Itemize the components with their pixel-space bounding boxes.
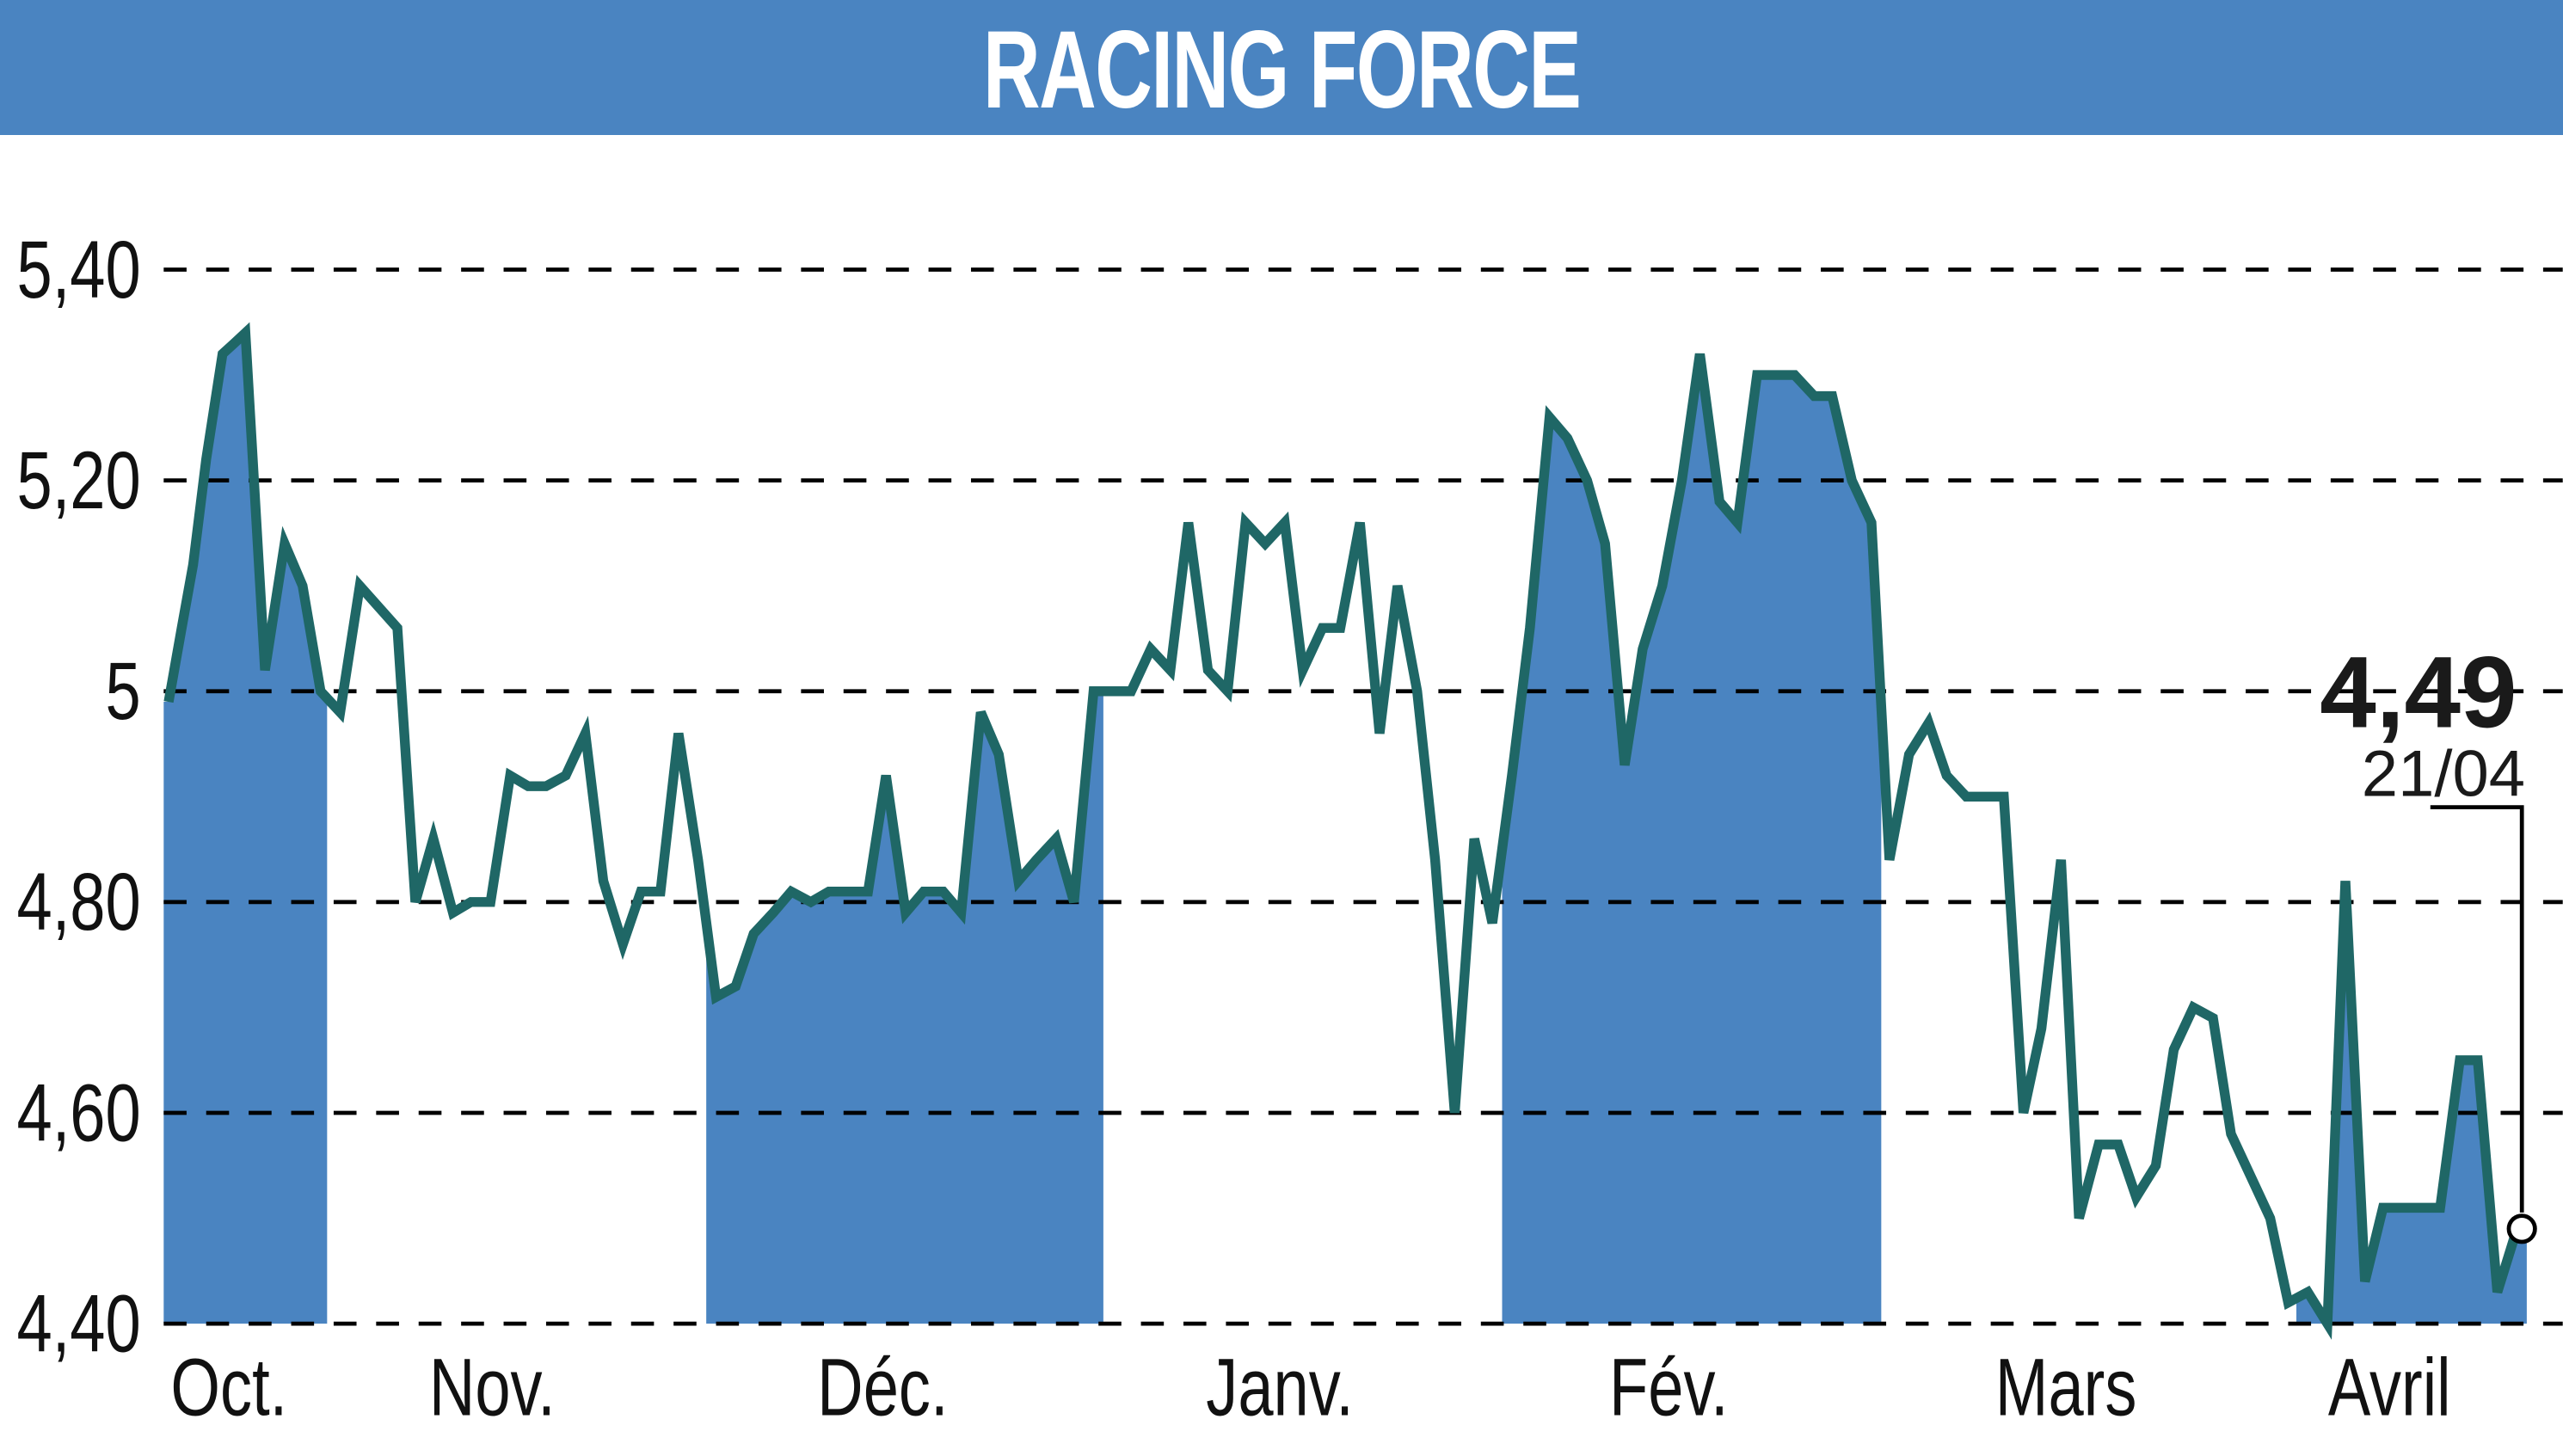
annotation-leader-line xyxy=(2430,805,2524,1213)
x-tick-label: Mars xyxy=(1995,1342,2137,1434)
shaded-band xyxy=(163,333,328,1324)
x-tick-label: Oct. xyxy=(170,1342,287,1434)
y-tick-label: 5,20 xyxy=(17,435,141,526)
last-value-annotation: 4,49 21/04 xyxy=(2320,636,2537,1244)
chart-title: RACING FORCE xyxy=(982,8,1582,132)
x-axis-labels: Oct. Nov. Déc. Janv. Fév. Mars Avril xyxy=(170,1342,2450,1434)
y-tick-label: 4,60 xyxy=(17,1068,141,1159)
y-axis-labels: 4,40 4,60 4,80 5 5,20 5,40 xyxy=(17,224,141,1370)
y-tick-label: 4,80 xyxy=(17,857,141,948)
shaded-band xyxy=(706,691,1103,1324)
y-tick-label: 5,40 xyxy=(17,224,141,316)
title-bar: RACING FORCE xyxy=(0,0,2563,135)
price-line xyxy=(163,322,2522,1340)
y-tick-label: 4,40 xyxy=(17,1279,141,1370)
shaded-band xyxy=(2296,881,2527,1324)
x-tick-label: Avril xyxy=(2328,1342,2451,1434)
last-point-marker xyxy=(2506,1213,2537,1244)
shaded-band xyxy=(1502,353,1882,1324)
last-value: 4,49 xyxy=(2320,636,2517,749)
x-tick-label: Nov. xyxy=(429,1342,556,1434)
last-date: 21/04 xyxy=(2362,737,2525,810)
month-shading xyxy=(163,333,2527,1324)
x-tick-label: Déc. xyxy=(817,1342,948,1434)
x-tick-label: Fév. xyxy=(1609,1342,1729,1434)
x-tick-label: Janv. xyxy=(1206,1342,1354,1434)
gridlines xyxy=(163,267,2563,1326)
y-tick-label: 5 xyxy=(106,646,141,737)
